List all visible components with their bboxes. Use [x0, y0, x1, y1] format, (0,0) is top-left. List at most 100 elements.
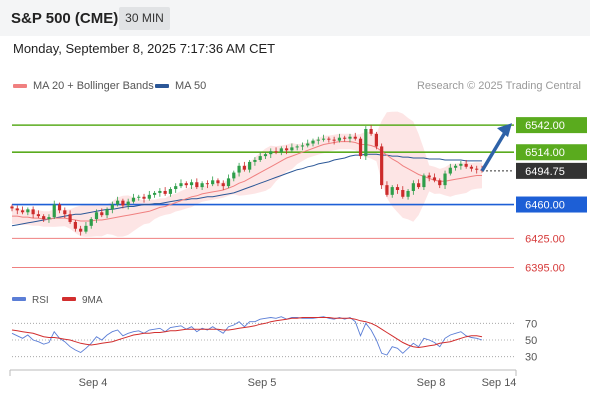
- candle-body: [15, 208, 19, 211]
- forecast-arrow-head: [497, 123, 512, 138]
- candle-body: [205, 183, 209, 185]
- candle-body: [121, 200, 125, 206]
- candle-body: [89, 219, 93, 226]
- timestamp: Monday, September 8, 2025 7:17:36 AM CET: [13, 41, 276, 56]
- rsi-tick-50: 50: [525, 335, 537, 347]
- candle-body: [358, 138, 363, 157]
- candle-body: [232, 172, 236, 179]
- candle-body: [68, 214, 72, 222]
- rsi-legend-label-ma9: 9MA: [82, 295, 103, 306]
- source-credit: Research © 2025 Trading Central: [416, 80, 581, 92]
- rsi-tick-30: 30: [525, 352, 537, 364]
- candle-body: [290, 147, 294, 151]
- candle-body: [295, 146, 299, 148]
- candle-body: [189, 182, 194, 186]
- timeframe-button[interactable]: 30 MIN: [119, 7, 170, 30]
- candle-body: [258, 156, 262, 160]
- candle-body: [216, 180, 220, 184]
- candle-body: [459, 163, 463, 166]
- candle-body: [179, 183, 183, 187]
- candle-body: [105, 209, 109, 216]
- level-label-6425.00: 6425.00: [525, 233, 565, 245]
- candle-body: [422, 175, 426, 188]
- legend-swatch-ma20: [13, 84, 27, 89]
- candle-body: [242, 165, 246, 170]
- candle-body: [274, 151, 278, 153]
- candle-body: [464, 163, 468, 167]
- x-tick-label: Sep 8: [417, 377, 446, 389]
- candle-body: [343, 137, 347, 139]
- candle-body: [152, 192, 157, 195]
- candle-body: [475, 168, 479, 170]
- x-tick-label: Sep 14: [482, 377, 517, 389]
- candle-body: [195, 182, 199, 188]
- candle-body: [73, 221, 77, 229]
- candle-body: [147, 194, 151, 199]
- candle-body: [285, 148, 289, 151]
- candle-body: [406, 190, 410, 197]
- candle-body: [385, 185, 389, 195]
- candle-body: [364, 128, 368, 157]
- level-label-6460.00: 6460.00: [525, 200, 565, 212]
- header-bar: S&P 500 (CME) 30 MIN: [0, 0, 590, 36]
- candle-body: [100, 212, 104, 216]
- candle-body: [211, 180, 215, 185]
- candle-body: [443, 173, 447, 186]
- level-badge-6542.00: [516, 117, 587, 134]
- level-label-6395.00: 6395.00: [525, 262, 565, 274]
- ma50-line: [11, 153, 482, 227]
- legend-ma20-bollinger: MA 20 + Bollinger Bands: [13, 80, 154, 92]
- candle-body: [126, 201, 130, 206]
- candle-body: [137, 196, 141, 198]
- candle-body: [110, 204, 114, 210]
- candle-body: [36, 214, 41, 217]
- candle-body: [263, 154, 268, 157]
- candle-body: [316, 139, 320, 141]
- candle-body: [63, 210, 67, 215]
- rsi-legend-swatch-rsi: [12, 297, 26, 301]
- candle-body: [20, 210, 25, 213]
- candle-body: [184, 183, 188, 186]
- level-badge-6514.00: [516, 144, 587, 161]
- candle-body: [163, 190, 167, 194]
- candle-body: [142, 196, 146, 199]
- candle-body: [327, 138, 331, 140]
- candle-body: [353, 136, 357, 139]
- candles: [10, 125, 484, 236]
- candle-body: [10, 206, 14, 209]
- candle-body: [221, 183, 225, 187]
- candle-body: [438, 180, 442, 186]
- candle-body: [237, 165, 241, 173]
- bollinger-band: [12, 111, 482, 237]
- last-price-label: 6494.75: [525, 166, 565, 178]
- x-tick-label: Sep 4: [79, 377, 108, 389]
- candle-body: [337, 137, 342, 141]
- candle-body: [380, 146, 384, 186]
- candle-body: [158, 190, 162, 193]
- candle-body: [200, 183, 204, 188]
- legend-ma50: MA 50: [155, 80, 206, 92]
- candle-body: [131, 197, 136, 202]
- candle-body: [306, 143, 310, 146]
- candle-body: [84, 225, 88, 232]
- candle-body: [401, 190, 405, 197]
- candle-body: [369, 128, 373, 134]
- rsi-tick-70: 70: [525, 318, 537, 330]
- candle-body: [427, 175, 431, 178]
- level-badge-6460.00: [516, 196, 587, 213]
- level-label-6514.00: 6514.00: [525, 147, 565, 159]
- legend-label-ma50: MA 50: [175, 80, 207, 92]
- x-tick-label: Sep 5: [248, 377, 277, 389]
- candle-body: [417, 183, 421, 188]
- candle-body: [411, 183, 415, 191]
- candle-body: [47, 217, 51, 220]
- candle-body: [269, 151, 273, 155]
- candle-body: [448, 167, 452, 174]
- candle-body: [348, 136, 352, 139]
- candle-body: [311, 140, 315, 144]
- candle-body: [42, 216, 46, 220]
- candle-body: [226, 178, 231, 187]
- candle-body: [453, 165, 458, 168]
